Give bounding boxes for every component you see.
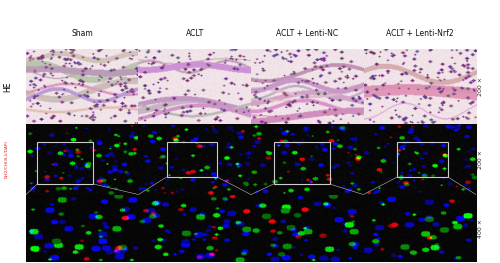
Bar [397,142,448,177]
Text: 200 ×: 200 × [478,77,482,96]
Text: ACLT + Lenti-NC: ACLT + Lenti-NC [276,28,338,38]
Text: HE: HE [4,81,13,92]
Text: 400 ×: 400 × [478,219,482,238]
Text: ACLT + Lenti-Nrf2: ACLT + Lenti-Nrf2 [386,28,454,38]
Bar [37,142,94,184]
Text: ACLT: ACLT [186,28,204,38]
Text: Sham: Sham [72,28,93,38]
Bar [274,142,330,184]
Text: 200 ×: 200 × [478,150,482,169]
Bar [166,142,217,177]
Text: Nrf2/CHI3L1/DAPI: Nrf2/CHI3L1/DAPI [5,140,9,178]
